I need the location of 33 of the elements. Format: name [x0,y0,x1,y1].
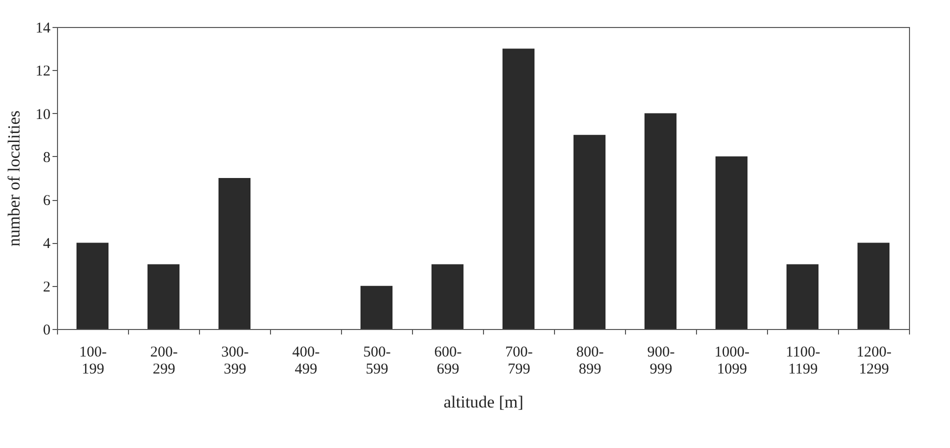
x-tick-label: 1100-1199 [786,344,820,378]
x-tick-label: 100-199 [79,344,107,378]
x-tick-label: 500-599 [363,344,391,378]
bar [786,264,818,329]
x-tick-label: 200-299 [150,344,178,378]
x-tick-label: 400-499 [292,344,320,378]
x-tick-label: 600-699 [434,344,462,378]
bar [148,264,180,329]
y-tick-label: 10 [36,106,50,123]
y-tick-label: 4 [43,236,51,252]
y-axis-title: number of localities [4,110,24,246]
y-tick-label: 2 [43,279,50,296]
x-tick-label: 800-899 [576,344,604,378]
y-tick-label: 8 [43,150,50,166]
x-tick-label: 900-999 [647,344,675,378]
x-axis-title: altitude [m] [444,392,524,412]
x-tick-label: 700-799 [505,344,533,378]
x-tick-label: 1200-1299 [856,344,892,378]
x-tick-label: 1000-1099 [714,344,750,378]
bar [644,113,676,329]
y-tick-label: 14 [36,20,51,36]
bar [502,48,534,329]
bar [574,134,606,329]
y-tick-label: 12 [36,64,50,80]
bar [76,242,108,329]
bar [218,178,250,329]
y-tick-label: 6 [43,193,51,210]
bar [432,264,464,329]
bar [360,286,392,329]
bar [858,242,890,329]
x-tick-label: 300-399 [221,344,249,378]
y-tick-label: 0 [43,322,50,338]
bar [716,156,748,329]
